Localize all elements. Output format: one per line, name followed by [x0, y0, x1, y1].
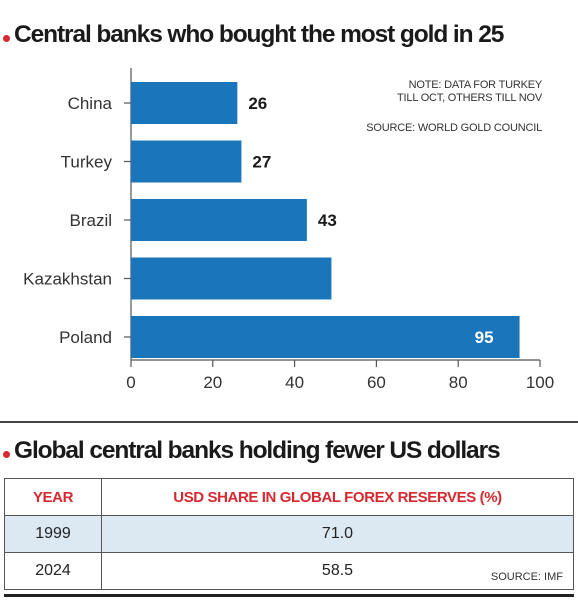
reserves-table: YEAR USD SHARE IN GLOBAL FOREX RESERVES …	[4, 478, 574, 590]
chart-title-text: Central banks who bought the most gold i…	[14, 21, 504, 48]
data-label: 26	[248, 94, 267, 113]
header-usd-share: USD SHARE IN GLOBAL FOREX RESERVES (%)	[101, 478, 574, 516]
chart-title: Central banks who bought the most gold i…	[3, 21, 504, 49]
table-source: SOURCE: IMF	[490, 571, 563, 583]
data-label: 95	[475, 328, 494, 347]
category-label: Turkey	[61, 153, 113, 172]
bar	[131, 199, 307, 241]
bar	[131, 316, 520, 358]
category-label: Brazil	[69, 211, 112, 230]
row-value: 58.5	[321, 562, 354, 579]
bullet-icon	[3, 35, 10, 43]
row-value: 71.0	[101, 515, 574, 553]
x-tick-label: 20	[203, 373, 222, 392]
data-label: 43	[318, 211, 337, 230]
chart-source: SOURCE: WORLD GOLD COUNCIL	[366, 122, 542, 134]
x-tick-label: 80	[449, 373, 468, 392]
table-row: 2024 58.5 SOURCE: IMF	[4, 552, 574, 590]
row-value-cell: 58.5 SOURCE: IMF	[101, 552, 574, 590]
note-line-2: TILL OCT, OTHERS TILL NOV	[397, 92, 542, 104]
section-divider	[0, 421, 578, 423]
x-tick-label: 100	[526, 373, 554, 392]
bar	[131, 82, 238, 124]
bar	[131, 257, 332, 300]
row-year: 1999	[4, 515, 102, 553]
category-label: Poland	[59, 328, 112, 347]
category-label: Kazakhstan	[23, 270, 112, 289]
row-year: 2024	[4, 552, 102, 590]
x-tick-label: 0	[126, 373, 135, 392]
bottom-rule	[4, 594, 574, 597]
table-header-row: YEAR USD SHARE IN GLOBAL FOREX RESERVES …	[4, 478, 574, 516]
x-tick-label: 40	[285, 373, 304, 392]
x-tick-label: 60	[367, 373, 386, 392]
table-title: Global central banks holding fewer US do…	[3, 437, 501, 465]
bar-chart: China 26 Turkey 27 Brazil 43 Kazakhstan Poland 9…	[23, 68, 554, 392]
note-line-1: NOTE: DATA FOR TURKEY	[408, 79, 543, 91]
table-title-text: Global central banks holding fewer US do…	[14, 437, 501, 464]
bar	[131, 140, 242, 183]
bullet-icon	[3, 451, 10, 459]
category-label: China	[68, 94, 113, 113]
chart-note: NOTE: DATA FOR TURKEY TILL OCT, OTHERS T…	[397, 79, 542, 105]
header-year: YEAR	[4, 478, 102, 516]
data-label: 27	[252, 153, 271, 172]
table-row: 1999 71.0	[4, 515, 574, 553]
